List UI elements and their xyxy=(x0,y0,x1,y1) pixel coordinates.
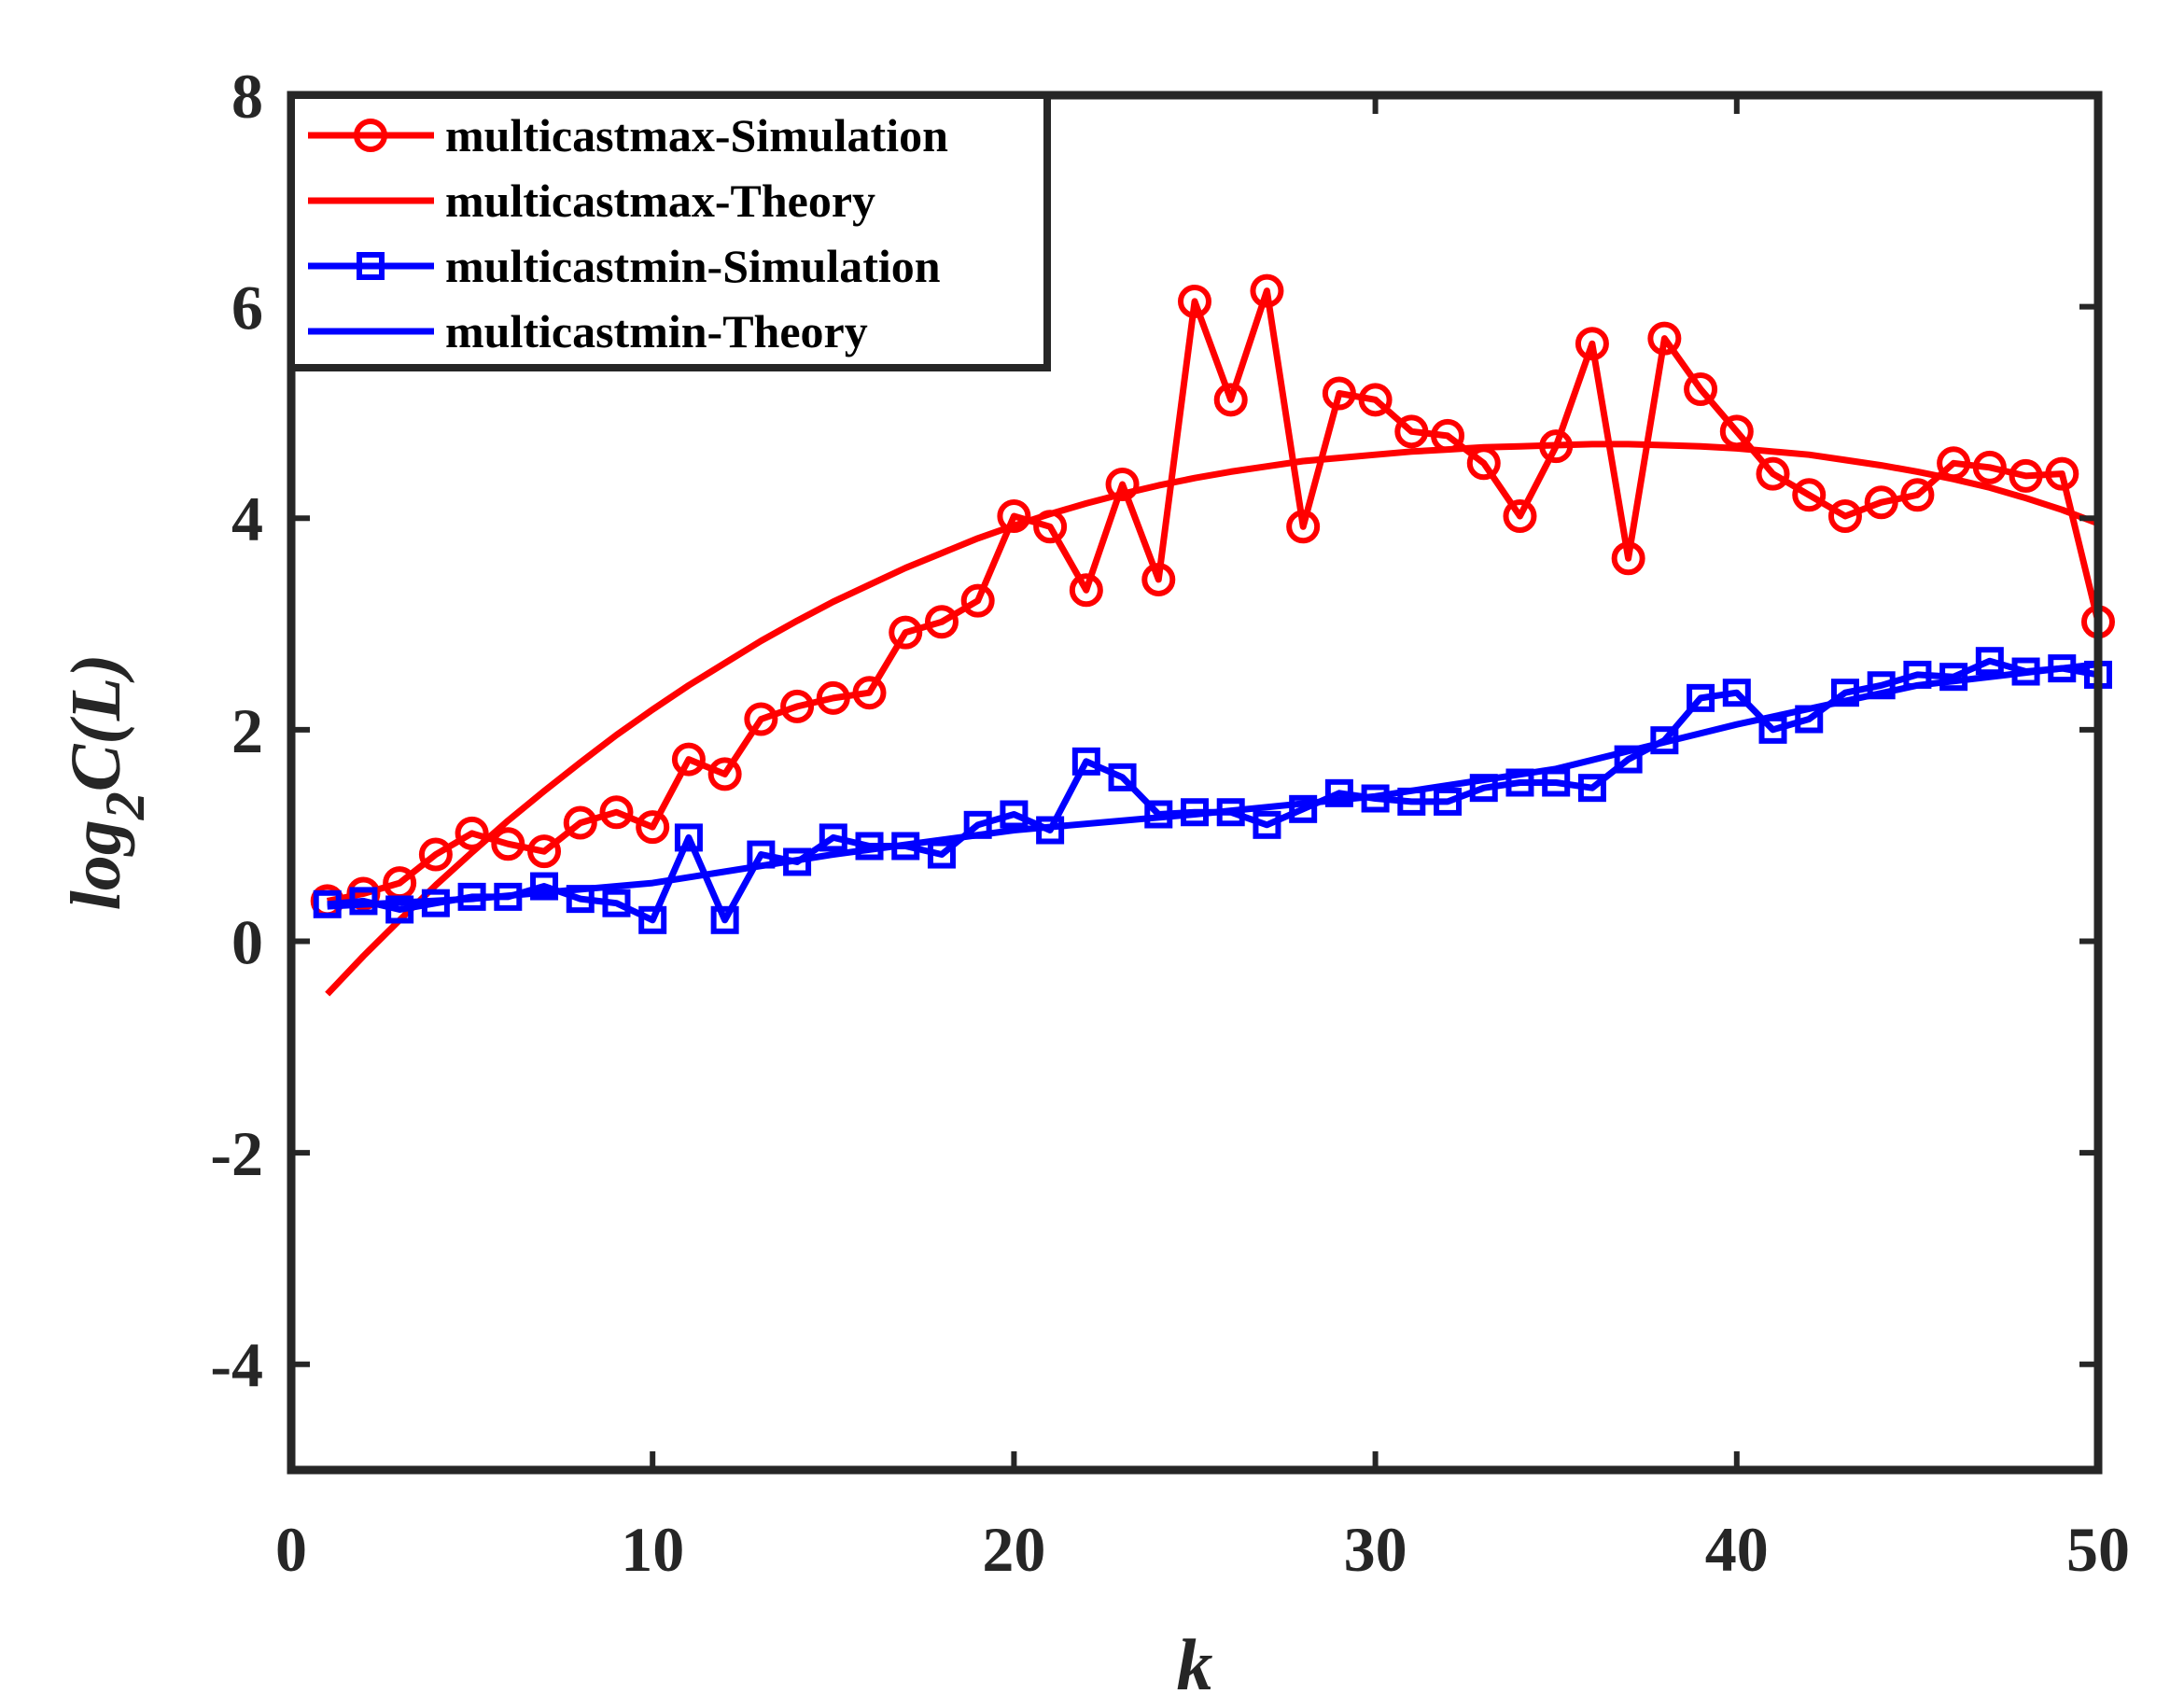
marker-multicastmax-simulation-14 xyxy=(780,689,815,723)
marker-multicastmin-simulation-39 xyxy=(1687,683,1715,712)
marker-multicastmax-simulation-13 xyxy=(744,702,778,736)
marker-multicastmax-simulation-37 xyxy=(1611,541,1645,576)
marker-multicastmin-simulation-12 xyxy=(710,905,739,934)
legend-label-multicastmin-simulation: multicastmin-Simulation xyxy=(445,240,941,292)
legend-label-multicastmax-simulation: multicastmax-Simulation xyxy=(445,109,948,161)
marker-multicastmin-simulation-18 xyxy=(927,840,956,869)
series-line-multicastmax-theory xyxy=(325,441,2100,997)
marker-multicastmin-simulation-27 xyxy=(1253,810,1281,839)
marker-multicastmin-simulation-40 xyxy=(1722,679,1751,707)
plot-frame xyxy=(287,91,2103,1475)
marker-multicastmax-simulation-45 xyxy=(1900,478,1935,512)
marker-multicastmax-simulation-18 xyxy=(924,605,959,639)
marker-multicastmax-simulation-49 xyxy=(2045,456,2079,491)
marker-multicastmin-simulation-28 xyxy=(1289,794,1318,823)
x-tick-label-30: 30 xyxy=(1344,1514,1407,1585)
legend: multicastmax-Simulation multicastmax-Theo… xyxy=(287,91,1051,371)
series-multicastmax-theory xyxy=(325,441,2100,997)
marker-multicastmax-simulation-44 xyxy=(1864,485,1898,520)
legend-entry-multicastmin-simulation: multicastmin-Simulation xyxy=(308,240,941,292)
marker-multicastmin-simulation-10 xyxy=(638,905,667,934)
marker-multicastmax-simulation-41 xyxy=(1756,456,1790,491)
marker-multicastmin-simulation-22 xyxy=(1071,747,1100,776)
marker-multicastmin-simulation-9 xyxy=(602,889,631,917)
legend-label-multicastmax-theory: multicastmax-Theory xyxy=(445,175,875,227)
legend-entry-multicastmin-theory: multicastmin-Theory xyxy=(308,305,868,357)
y-axis-label-group: log2C(L) xyxy=(57,654,156,911)
marker-multicastmax-simulation-28 xyxy=(1286,510,1321,544)
marker-multicastmax-simulation-11 xyxy=(671,742,706,777)
y-axis-label: log2C(L) xyxy=(57,654,156,911)
legend-box xyxy=(287,91,1051,371)
marker-multicastmax-simulation-43 xyxy=(1827,498,1862,533)
marker-multicastmin-simulation-23 xyxy=(1108,763,1137,791)
marker-multicastmax-simulation-4 xyxy=(418,837,453,872)
marker-multicastmin-simulation-36 xyxy=(1577,774,1606,803)
x-tick-label-0: 0 xyxy=(275,1514,307,1585)
marker-multicastmin-simulation-15 xyxy=(819,823,847,852)
marker-multicastmax-simulation-22 xyxy=(1069,573,1103,608)
y-tick-label-6: 6 xyxy=(231,273,263,343)
marker-multicastmax-simulation-38 xyxy=(1647,321,1682,356)
marker-multicastmax-simulation-39 xyxy=(1684,371,1718,406)
legend-marker-multicastmin-simulation xyxy=(357,252,385,280)
marker-multicastmax-simulation-27 xyxy=(1250,273,1284,308)
marker-multicastmax-simulation-12 xyxy=(707,757,742,791)
series-layer xyxy=(310,273,2115,997)
y-tick-label-4: 4 xyxy=(231,483,263,554)
marker-multicastmax-simulation-29 xyxy=(1322,376,1356,411)
marker-multicastmax-simulation-34 xyxy=(1503,498,1537,533)
y-tick-label--2: -2 xyxy=(210,1118,263,1189)
marker-multicastmin-simulation-32 xyxy=(1434,787,1463,816)
marker-multicastmax-simulation-8 xyxy=(563,805,597,840)
y-tick-label-2: 2 xyxy=(231,695,263,766)
marker-multicastmax-simulation-26 xyxy=(1213,383,1248,417)
marker-multicastmax-simulation-30 xyxy=(1358,383,1393,417)
marker-multicastmax-simulation-9 xyxy=(599,795,634,830)
legend-marker-multicastmax-simulation xyxy=(354,119,387,152)
marker-multicastmax-simulation-31 xyxy=(1394,414,1429,449)
x-axis-label: k xyxy=(1177,1624,1213,1705)
y-axis-label-subscript: 2 xyxy=(94,791,156,820)
marker-multicastmax-simulation-10 xyxy=(636,810,670,845)
marker-multicastmax-simulation-47 xyxy=(1972,450,2007,484)
legend-entry-multicastmax-theory: multicastmax-Theory xyxy=(308,175,875,227)
y-tick-label-8: 8 xyxy=(231,61,263,132)
marker-multicastmin-simulation-47 xyxy=(1975,647,2004,676)
marker-multicastmax-simulation-23 xyxy=(1105,467,1140,501)
series-line-multicastmax-simulation xyxy=(326,287,2102,904)
x-tick-label-20: 20 xyxy=(982,1514,1045,1585)
legend-label-multicastmin-theory: multicastmin-Theory xyxy=(445,305,868,357)
marker-multicastmax-simulation-5 xyxy=(455,816,489,850)
marker-multicastmax-simulation-6 xyxy=(491,827,525,861)
marker-multicastmax-simulation-25 xyxy=(1178,284,1211,318)
marker-multicastmax-simulation-17 xyxy=(889,615,923,650)
legend-entries: multicastmax-Simulation multicastmax-Theo… xyxy=(308,109,948,357)
x-tick-label-10: 10 xyxy=(621,1514,684,1585)
marker-multicastmin-simulation-11 xyxy=(674,823,703,852)
marker-multicastmin-simulation-7 xyxy=(530,872,559,901)
legend-entry-multicastmax-simulation: multicastmax-Simulation xyxy=(308,109,948,161)
marker-multicastmax-simulation-16 xyxy=(852,676,887,710)
marker-multicastmax-simulation-42 xyxy=(1792,478,1827,512)
y-axis-label-main: log xyxy=(57,819,135,910)
marker-multicastmin-simulation-3 xyxy=(385,895,414,924)
marker-multicastmin-simulation-20 xyxy=(1000,800,1029,829)
x-tick-label-50: 50 xyxy=(2066,1514,2130,1585)
y-tick-label-0: 0 xyxy=(231,906,263,977)
x-tick-label-40: 40 xyxy=(1705,1514,1769,1585)
marker-multicastmax-simulation-19 xyxy=(960,583,995,618)
marker-multicastmax-simulation-48 xyxy=(2009,458,2043,493)
marker-multicastmax-simulation-36 xyxy=(1575,327,1609,361)
marker-multicastmax-simulation-24 xyxy=(1141,562,1176,596)
marker-multicastmax-simulation-15 xyxy=(816,680,850,715)
y-axis-label-rest: C(L) xyxy=(57,654,135,792)
marker-multicastmax-simulation-20 xyxy=(997,498,1031,533)
marker-multicastmax-simulation-7 xyxy=(527,834,562,869)
marker-multicastmin-simulation-29 xyxy=(1324,778,1353,807)
y-tick-label--4: -4 xyxy=(210,1330,263,1401)
series-line-multicastmin-theory xyxy=(327,661,2099,910)
series-multicastmin-theory xyxy=(327,661,2099,910)
